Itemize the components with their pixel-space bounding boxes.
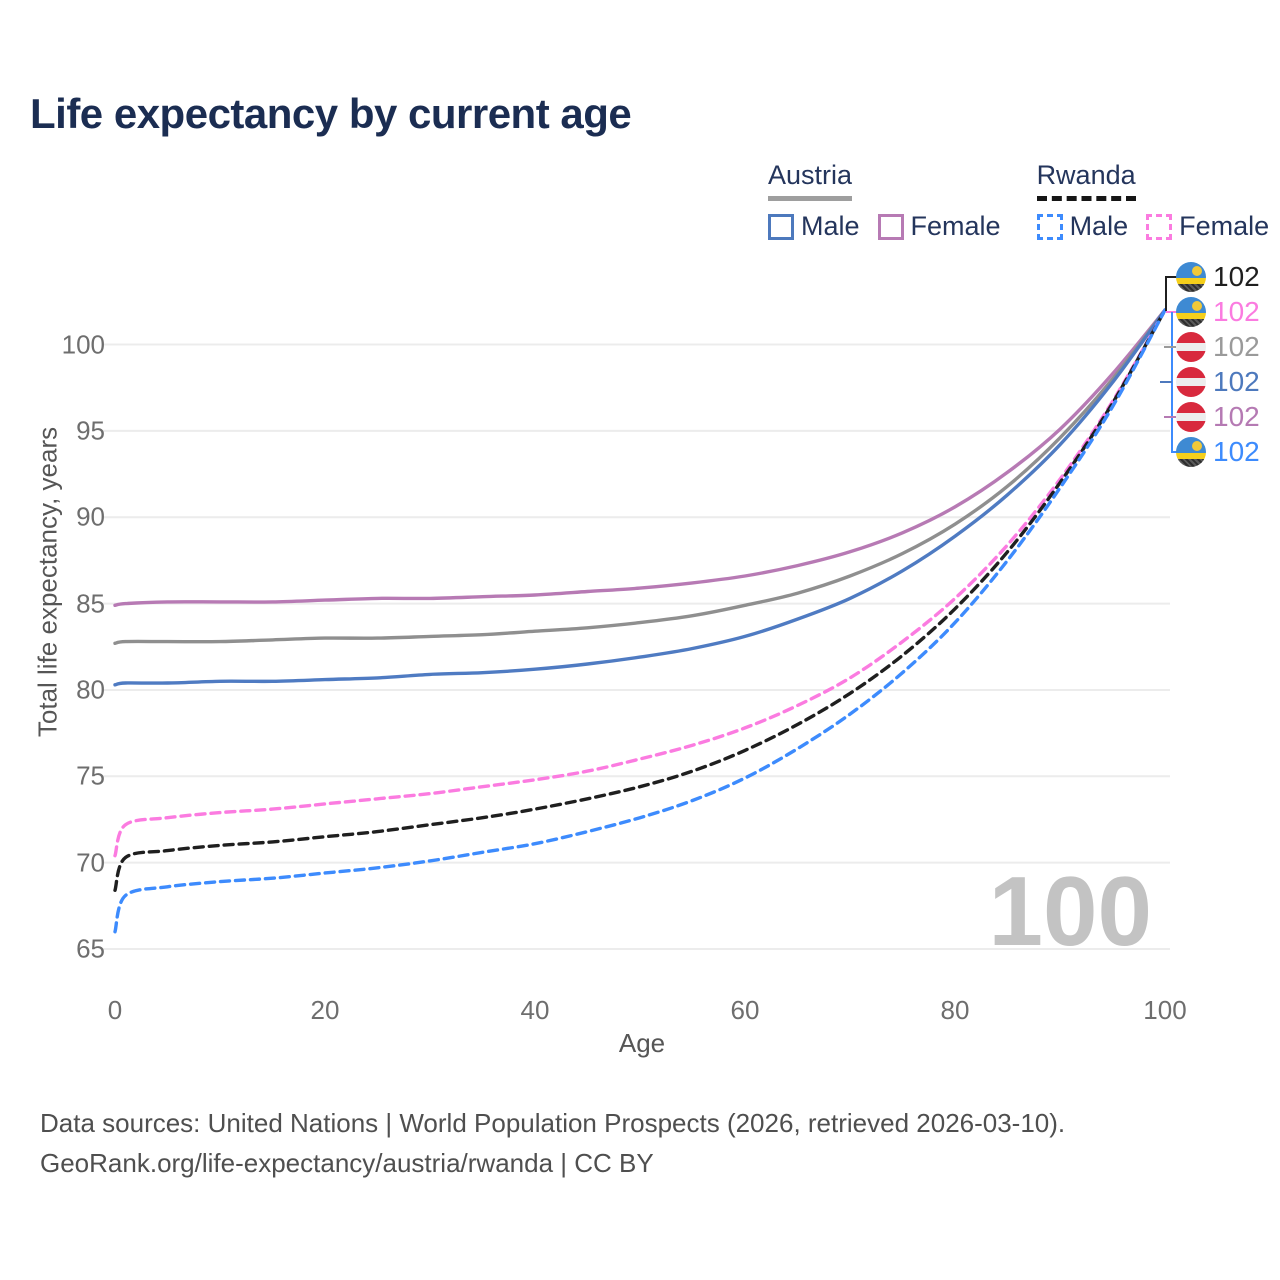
end-value: 102	[1213, 436, 1260, 467]
end-label-austria-female[interactable]: 102	[1176, 400, 1260, 434]
end-value: 102	[1213, 401, 1260, 432]
series-line-rwanda-both[interactable]	[113, 308, 1167, 892]
end-label-rwanda-female[interactable]: 102	[1176, 295, 1260, 329]
y-axis-title: Total life expectancy, years	[32, 426, 63, 738]
y-tick-label: 95	[76, 415, 105, 446]
austria-flag-icon	[1176, 332, 1206, 362]
y-tick-label: 75	[76, 760, 105, 791]
y-tick-label: 65	[76, 933, 105, 964]
legend-items-rwanda: Male Female	[1036, 211, 1269, 242]
end-value: 102	[1213, 366, 1260, 397]
legend-label: Female	[910, 211, 1001, 241]
y-tick-label: 100	[61, 329, 105, 360]
rwanda-flag-icon	[1176, 262, 1206, 292]
austria-male-swatch-icon[interactable]	[768, 213, 794, 240]
end-value: 102	[1213, 331, 1260, 362]
x-tick-label: 0	[107, 995, 123, 1025]
legend-country-rwanda[interactable]: Rwanda	[1036, 160, 1136, 201]
legend-item-rwanda-female[interactable]: Female	[1146, 211, 1269, 242]
rwanda-male-swatch-icon[interactable]	[1036, 213, 1063, 240]
austria-female-swatch-icon[interactable]	[877, 213, 904, 240]
end-value: 102	[1213, 261, 1260, 292]
y-tick-label: 85	[76, 588, 105, 619]
legend-group-austria: Austria Male Female	[768, 160, 1001, 242]
x-tick-label: 40	[520, 995, 550, 1025]
x-tick-label: 20	[310, 995, 340, 1025]
x-tick-label: 60	[730, 995, 760, 1025]
x-tick-label: 100	[1143, 995, 1187, 1025]
x-axis-title: Age	[618, 1028, 666, 1058]
series-line-rwanda-female[interactable]	[113, 308, 1167, 858]
legend-label: Male	[1069, 211, 1129, 241]
series-line-austria-both[interactable]	[113, 308, 1167, 645]
legend-item-rwanda-male[interactable]: Male	[1036, 211, 1129, 242]
end-value: 102	[1213, 296, 1260, 327]
x-tick-label: 80	[940, 995, 970, 1025]
austria-flag-icon	[1176, 402, 1206, 432]
y-tick-label: 70	[76, 847, 105, 878]
attribution-text: GeoRank.org/life-expectancy/austria/rwan…	[40, 1148, 654, 1178]
rwanda-flag-icon	[1176, 297, 1206, 327]
end-label-austria-male[interactable]: 102	[1176, 365, 1260, 399]
series-line-austria-female[interactable]	[113, 308, 1167, 607]
series-line-austria-male[interactable]	[113, 308, 1167, 687]
y-tick-label: 90	[76, 501, 105, 532]
series-line-rwanda-male[interactable]	[113, 308, 1167, 934]
age-counter-watermark: 100	[988, 856, 1152, 966]
chart-legend: Austria Male Female Rwanda Male	[768, 160, 1269, 242]
y-tick-label: 80	[76, 674, 105, 705]
page-title: Life expectancy by current age	[30, 90, 632, 137]
legend-group-rwanda: Rwanda Male Female	[1036, 160, 1269, 242]
rwanda-flag-icon	[1176, 437, 1206, 467]
data-sources-text: Data sources: United Nations | World Pop…	[40, 1108, 1066, 1138]
end-label-rwanda-both[interactable]: 102	[1176, 260, 1260, 294]
legend-items-austria: Male Female	[768, 211, 1001, 242]
end-label-rwanda-male[interactable]: 102	[1176, 435, 1260, 469]
rwanda-female-swatch-icon[interactable]	[1146, 213, 1173, 240]
legend-item-austria-male[interactable]: Male	[768, 211, 860, 242]
leader-line	[1165, 276, 1178, 311]
legend-label: Female	[1179, 211, 1270, 241]
end-label-austria-both[interactable]: 102	[1176, 330, 1260, 364]
legend-label: Male	[801, 211, 860, 241]
austria-flag-icon	[1176, 367, 1206, 397]
legend-item-austria-female[interactable]: Female	[877, 211, 1001, 242]
legend-country-austria[interactable]: Austria	[768, 160, 853, 201]
